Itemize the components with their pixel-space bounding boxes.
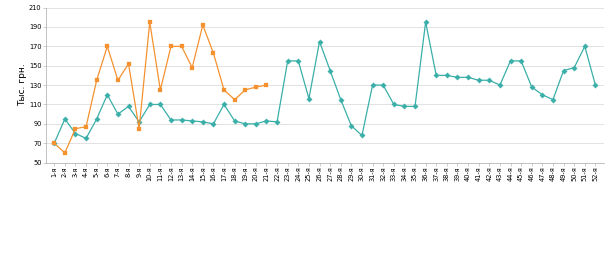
Y-axis label: Тыс. грн.: Тыс. грн. [18, 64, 27, 106]
